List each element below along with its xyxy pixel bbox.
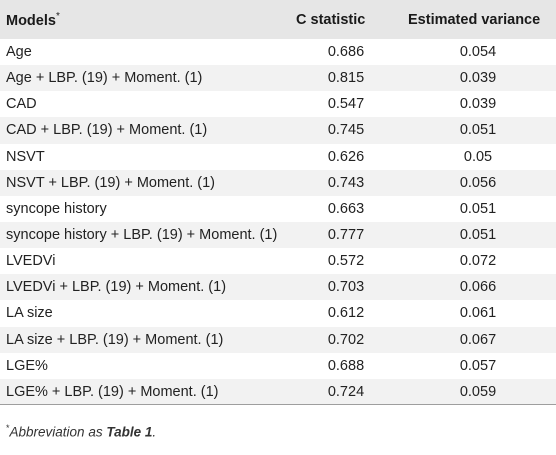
- row-variance-cell: 0.061: [459, 305, 497, 322]
- table-row: LGE% 0.688 0.057: [0, 353, 556, 379]
- row-c-statistic-cell: 0.626: [327, 148, 365, 165]
- row-c-statistic-cell: 0.777: [327, 227, 365, 244]
- table-row: syncope history 0.663 0.051: [0, 196, 556, 222]
- row-variance-cell: 0.067: [459, 331, 497, 348]
- row-model-cell: Age + LBP. (19) + Moment. (1): [6, 70, 203, 87]
- footnote-reference: Table 1: [106, 424, 153, 440]
- row-variance-cell: 0.057: [459, 357, 497, 374]
- header-c-statistic: C statistic: [296, 11, 366, 28]
- row-model-cell: LGE%: [6, 357, 48, 374]
- row-c-statistic-cell: 0.702: [327, 331, 365, 348]
- header-row: Models* C statistic Estimated variance: [0, 0, 556, 39]
- row-c-statistic-cell: 0.612: [327, 305, 365, 322]
- row-c-statistic-cell: 0.547: [327, 96, 365, 113]
- table-row: NSVT + LBP. (19) + Moment. (1) 0.743 0.056: [0, 169, 556, 196]
- table-row: LGE% + LBP. (19) + Moment. (1) 0.724 0.059: [0, 378, 556, 406]
- table-row: LVEDVi 0.572 0.072: [0, 248, 556, 274]
- row-model-cell: syncope history + LBP. (19) + Moment. (1…: [6, 227, 278, 244]
- row-c-statistic-cell: 0.724: [292, 378, 400, 406]
- row-model-cell: NSVT + LBP. (19) + Moment. (1): [6, 174, 215, 191]
- row-variance-cell: 0.051: [459, 200, 497, 217]
- row-model-cell: LA size: [6, 305, 53, 322]
- header-models-marker: *: [55, 10, 60, 22]
- table-row: NSVT 0.626 0.05: [0, 144, 556, 170]
- row-c-statistic-cell: 0.572: [327, 253, 365, 270]
- row-model-cell: LA size + LBP. (19) + Moment. (1): [6, 331, 224, 348]
- row-variance-cell: 0.039: [459, 96, 497, 113]
- row-variance-cell: 0.039: [459, 70, 497, 87]
- row-model-cell: LVEDVi: [6, 253, 56, 270]
- row-model-cell: CAD: [6, 96, 37, 113]
- table-row: CAD + LBP. (19) + Moment. (1) 0.745 0.051: [0, 117, 556, 144]
- results-table: Models* C statistic Estimated variance A…: [0, 0, 556, 406]
- row-model-cell: CAD + LBP. (19) + Moment. (1): [6, 122, 208, 139]
- row-model-cell: LVEDVi + LBP. (19) + Moment. (1): [6, 279, 227, 296]
- row-model-cell: NSVT: [6, 148, 45, 165]
- table-row: CAD 0.547 0.039: [0, 91, 556, 117]
- footnote-marker: *: [6, 423, 10, 433]
- row-variance-cell: 0.05: [463, 148, 493, 165]
- row-variance-cell: 0.054: [459, 44, 497, 61]
- header-estimated-variance: Estimated variance: [408, 11, 541, 28]
- table-footnote: *Abbreviation as Table 1.: [6, 423, 156, 440]
- row-c-statistic-cell: 0.663: [327, 200, 365, 217]
- row-c-statistic-cell: 0.703: [327, 279, 365, 296]
- row-variance-cell: 0.066: [459, 279, 497, 296]
- header-models: Models*: [6, 10, 60, 29]
- table-row: syncope history + LBP. (19) + Moment. (1…: [0, 221, 556, 249]
- row-variance-cell: 0.072: [459, 253, 497, 270]
- table-row: Age + LBP. (19) + Moment. (1) 0.815 0.039: [0, 65, 556, 92]
- table-row: Age 0.686 0.054: [0, 39, 556, 65]
- row-model-cell: LGE% + LBP. (19) + Moment. (1): [0, 378, 292, 406]
- table-row: LA size + LBP. (19) + Moment. (1) 0.702 0.…: [0, 326, 556, 353]
- table-row: LA size 0.612 0.061: [0, 300, 556, 326]
- row-variance-cell: 0.051: [459, 227, 497, 244]
- row-model-cell: syncope history: [6, 200, 107, 217]
- row-model-cell: Age: [6, 44, 32, 61]
- table-row: LVEDVi + LBP. (19) + Moment. (1) 0.703 0.0…: [0, 274, 556, 301]
- row-variance-cell: 0.059: [400, 378, 556, 406]
- footnote-text: Abbreviation as: [9, 424, 107, 440]
- row-c-statistic-cell: 0.686: [327, 44, 365, 61]
- footnote-end: .: [152, 424, 157, 440]
- row-c-statistic-cell: 0.743: [327, 174, 365, 191]
- row-variance-cell: 0.056: [459, 174, 497, 191]
- table-body: Age 0.686 0.054 Age + LBP. (19) + Moment. (…: [0, 39, 556, 406]
- row-c-statistic-cell: 0.815: [327, 70, 365, 87]
- row-c-statistic-cell: 0.745: [327, 122, 365, 139]
- row-variance-cell: 0.051: [459, 122, 497, 139]
- row-c-statistic-cell: 0.688: [327, 357, 365, 374]
